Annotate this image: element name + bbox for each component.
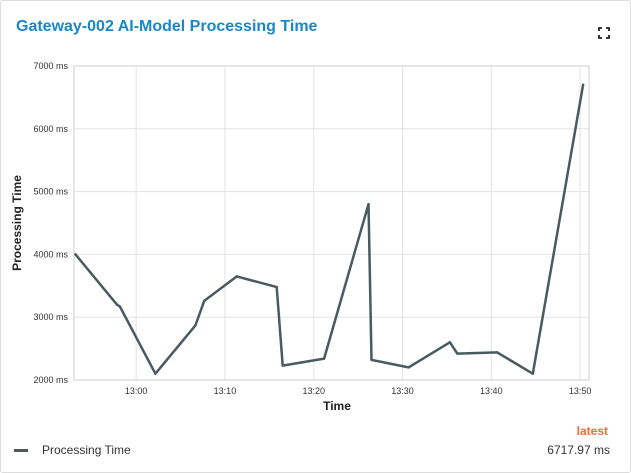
latest-label: latest	[576, 424, 608, 438]
data-point	[531, 372, 534, 375]
x-axis-label: Time	[323, 399, 351, 413]
data-point	[496, 351, 499, 354]
data-point	[235, 275, 238, 278]
data-point	[118, 305, 122, 308]
series-line-processing-time	[74, 83, 585, 375]
data-point	[407, 366, 410, 369]
data-point	[74, 253, 77, 256]
legend: Processing Time 6717.97 ms	[14, 443, 610, 459]
x-tick-label: 13:00	[125, 386, 148, 396]
y-tick-label: 3000 ms	[33, 312, 68, 322]
data-point	[154, 372, 157, 375]
y-tick-label: 4000 ms	[33, 249, 68, 259]
y-axis-label: Processing Time	[10, 175, 24, 271]
y-tick-label: 5000 ms	[33, 187, 68, 197]
data-point	[581, 83, 585, 87]
fullscreen-icon[interactable]	[598, 27, 610, 39]
y-tick-label: 7000 ms	[33, 61, 68, 71]
y-tick-labels: 2000 ms 3000 ms 4000 ms 5000 ms 6000 ms 7000 …	[33, 61, 68, 385]
data-point	[448, 341, 452, 344]
data-points	[74, 83, 585, 375]
data-point	[115, 303, 119, 306]
x-tick-labels: 13:00 13:10 13:20 13:30 13:40 13:50	[125, 386, 591, 396]
legend-swatch	[14, 449, 28, 452]
plot-border	[73, 65, 590, 381]
data-point	[370, 358, 373, 362]
x-tick-label: 13:40	[480, 386, 503, 396]
data-point	[203, 299, 206, 303]
data-point	[281, 364, 284, 367]
data-point	[322, 357, 326, 360]
legend-series-name[interactable]: Processing Time	[42, 443, 131, 457]
x-tick-label: 13:50	[569, 386, 592, 396]
y-tick-label: 6000 ms	[33, 124, 68, 134]
data-point	[456, 352, 459, 355]
x-tick-label: 13:10	[214, 386, 237, 396]
legend-latest-value: 6717.97 ms	[547, 443, 610, 457]
data-point	[194, 324, 197, 327]
x-tick-label: 13:20	[302, 386, 325, 396]
data-point	[275, 285, 278, 289]
chart-title: Gateway-002 AI-Model Processing Time	[16, 18, 318, 35]
data-point	[367, 202, 370, 206]
y-tick-label: 2000 ms	[33, 375, 68, 385]
x-tick-label: 13:30	[391, 386, 414, 396]
